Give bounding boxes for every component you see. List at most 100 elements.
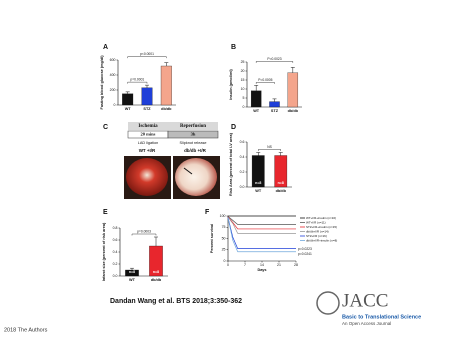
bar bbox=[141, 87, 153, 106]
annotation: p=0.0223 bbox=[298, 247, 312, 251]
logo-subtitle: Basic to Translational Science bbox=[342, 314, 421, 320]
significance-bracket bbox=[127, 56, 167, 59]
y-tick-label: 15 bbox=[241, 78, 245, 82]
significance-bracket bbox=[255, 61, 294, 63]
bar bbox=[160, 65, 172, 106]
x-tick-label: 7 bbox=[244, 263, 246, 267]
bar-label: n=8 bbox=[278, 181, 284, 185]
y-tick-label: 25 bbox=[222, 248, 226, 252]
panel-label: D bbox=[231, 124, 236, 131]
phase-step: LAD ligation bbox=[138, 141, 158, 145]
annotation: P=0.0023 bbox=[267, 57, 281, 61]
y-tick-label: 0.0 bbox=[240, 185, 245, 189]
y-tick-label: 200 bbox=[110, 88, 116, 92]
y-tick-label: 25 bbox=[241, 60, 245, 64]
y-axis-label: Insulin (pmol/ml) bbox=[229, 69, 233, 100]
copyright: 2018 The Authors bbox=[4, 327, 48, 333]
y-axis-label: Fasting blood glucose (mg/dl) bbox=[100, 55, 104, 110]
legend-label: WT+I/R (n=11) bbox=[306, 220, 326, 224]
phase-label: Ischemia bbox=[138, 124, 158, 129]
y-tick-label: 0.4 bbox=[240, 155, 245, 159]
image-label: WT +I/R bbox=[139, 148, 156, 153]
x-tick-label: WT bbox=[255, 189, 262, 193]
y-tick-label: 0.6 bbox=[113, 238, 118, 242]
phase-step: Slipknot release bbox=[179, 141, 206, 145]
annotation: NS bbox=[267, 145, 272, 149]
significance-bracket bbox=[131, 233, 157, 236]
time-box bbox=[167, 130, 219, 139]
x-tick-label: STZ bbox=[271, 109, 279, 113]
x-tick-label: db/db bbox=[276, 189, 287, 193]
significance-bracket bbox=[255, 82, 275, 84]
y-tick-label: 0.2 bbox=[240, 170, 245, 174]
y-tick-label: 100 bbox=[220, 214, 226, 218]
x-tick-label: 0 bbox=[227, 263, 229, 267]
panel-label: A bbox=[103, 44, 108, 51]
survival-line bbox=[227, 216, 296, 225]
logo-mark bbox=[316, 291, 340, 315]
image-label: db/db +I/R bbox=[184, 148, 207, 153]
x-tick-label: db/db bbox=[161, 107, 172, 111]
header-box bbox=[168, 122, 218, 130]
y-tick-label: 0.4 bbox=[113, 250, 118, 254]
header-box bbox=[128, 122, 168, 130]
survival-line bbox=[227, 217, 296, 253]
y-tick-label: 0 bbox=[243, 105, 245, 109]
x-tick-label: WT bbox=[129, 278, 136, 282]
annotation: p=0.0001 bbox=[130, 78, 144, 82]
survival-line bbox=[227, 216, 296, 234]
x-tick-label: 14 bbox=[260, 263, 264, 267]
panel-label: E bbox=[103, 209, 108, 216]
y-tick-label: 0 bbox=[224, 259, 226, 263]
y-tick-label: 75 bbox=[222, 225, 226, 229]
citation: Dandan Wang et al. BTS 2018;3:350-362 bbox=[110, 298, 242, 305]
panel-c: C Ischemia Reperfusion 20 mins 3h LAD li… bbox=[103, 122, 220, 199]
y-tick-label: 50 bbox=[222, 236, 226, 240]
legend-label: db/db+I/R+insulin (n=8) bbox=[306, 238, 337, 242]
y-tick-label: 0 bbox=[114, 103, 116, 107]
y-axis-label: Risk Area (percent of total LV area) bbox=[229, 132, 233, 196]
logo-note: An Open Access Journal bbox=[342, 321, 391, 326]
y-axis-label: Percent survival bbox=[210, 224, 214, 253]
bar bbox=[269, 101, 280, 108]
x-tick-label: WT bbox=[253, 109, 260, 113]
significance-bracket bbox=[258, 149, 281, 151]
x-tick-label: 28 bbox=[294, 263, 298, 267]
x-tick-label: WT bbox=[125, 107, 132, 111]
y-tick-label: 20 bbox=[241, 69, 245, 73]
annotation: P=0.0005 bbox=[258, 78, 272, 82]
x-tick-label: STZ bbox=[143, 107, 151, 111]
bar-label: n=8 bbox=[153, 270, 159, 274]
significance-bracket bbox=[127, 81, 148, 84]
heart-slice bbox=[175, 158, 217, 196]
legend-label: STZ+I/R+insulin (n=15) bbox=[306, 225, 337, 229]
bar-label: n=8 bbox=[129, 270, 135, 274]
panel-label: C bbox=[103, 124, 108, 131]
survival-line bbox=[227, 217, 296, 249]
y-tick-label: 0.2 bbox=[113, 262, 118, 266]
x-tick-label: db/db bbox=[151, 278, 162, 282]
legend-label: db/db+I/R (n=14) bbox=[306, 229, 329, 233]
legend-label: WT+I/R+insulin (n=16) bbox=[306, 216, 336, 220]
phase-time: 20 mins bbox=[141, 132, 156, 137]
x-axis-label: Days bbox=[257, 268, 266, 272]
annotation: p=0.0003 bbox=[137, 229, 151, 233]
annotation: p=0.0241 bbox=[298, 252, 312, 256]
bar-label: n=8 bbox=[255, 181, 261, 185]
y-tick-label: 10 bbox=[241, 87, 245, 91]
panel-label: F bbox=[205, 209, 210, 216]
phase-time: 3h bbox=[191, 132, 196, 137]
bar bbox=[122, 93, 134, 106]
y-tick-label: 0.8 bbox=[113, 226, 118, 230]
y-tick-label: 600 bbox=[110, 58, 116, 62]
bar bbox=[287, 72, 299, 108]
y-axis-label: Infarct size (percent of risk area) bbox=[102, 222, 106, 281]
y-tick-label: 400 bbox=[110, 73, 116, 77]
logo-name: JACC bbox=[342, 290, 388, 311]
x-tick-label: db/db bbox=[288, 109, 299, 113]
y-tick-label: 0.0 bbox=[113, 274, 118, 278]
y-tick-label: 5 bbox=[243, 96, 245, 100]
survival-line bbox=[227, 216, 296, 230]
x-tick-label: 21 bbox=[277, 263, 281, 267]
